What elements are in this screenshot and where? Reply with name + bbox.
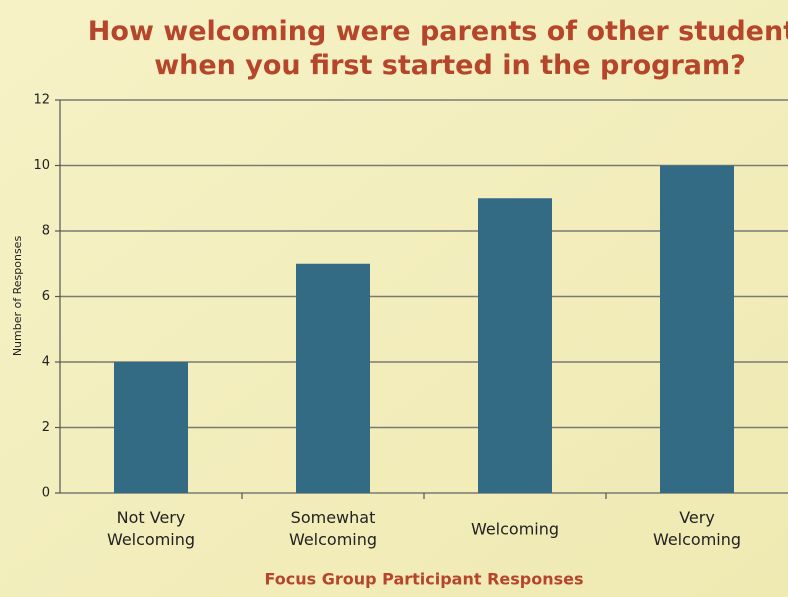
y-tick-label: 12 bbox=[33, 93, 50, 108]
y-axis-label: Number of Responses bbox=[11, 236, 24, 357]
bar bbox=[114, 362, 188, 493]
bar bbox=[660, 165, 734, 493]
y-tick-label: 10 bbox=[33, 158, 50, 173]
y-tick-label: 2 bbox=[42, 420, 50, 435]
x-tick-label: Very Welcoming bbox=[653, 508, 741, 549]
bar bbox=[478, 198, 552, 493]
x-tick-label: Somewhat Welcoming bbox=[289, 508, 377, 549]
y-tick-label: 0 bbox=[42, 486, 50, 501]
chart-title: How welcoming were parents of other stud… bbox=[88, 16, 788, 81]
y-tick-label: 6 bbox=[42, 289, 50, 304]
y-tick-label: 4 bbox=[42, 355, 50, 370]
x-axis-label: Focus Group Participant Responses bbox=[264, 570, 583, 589]
x-tick-label: Welcoming bbox=[471, 520, 559, 539]
x-tick-label: Not Very Welcoming bbox=[107, 508, 195, 549]
bar bbox=[296, 263, 370, 493]
y-tick-label: 8 bbox=[42, 224, 50, 239]
